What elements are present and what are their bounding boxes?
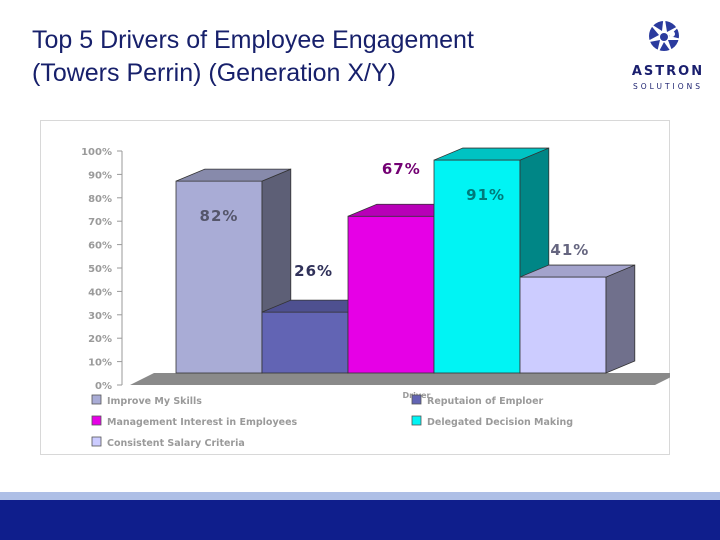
data-label: 82% [200,207,239,225]
chart-border [40,120,670,455]
legend-swatch [411,415,422,426]
y-tick-label: 0% [95,381,112,392]
bar-front [433,159,521,374]
legend-swatch [411,394,422,405]
chart-area: 0% 10% 20% 30% 40% 50% 60% 70% 80% 90% 100% 82% 26% 6… [40,120,679,455]
legend-swatch [91,394,102,405]
bar-chart: 0% 10% 20% 30% 40% 50% 60% 70% 80% 90% 100% 82% 26% 6… [40,120,679,455]
y-tick-label: 20% [88,334,112,345]
legend-label: Consistent Salary Criteria [107,438,245,449]
bar-top [175,168,291,182]
y-tick-label: 60% [88,241,112,252]
bar-front [519,276,607,374]
legend-label: Delegated Decision Making [427,417,573,428]
star-burst-icon [644,13,686,57]
bar-top [433,147,549,161]
legend-label: Reputaion of Emploer [427,396,544,407]
y-tick-label: 80% [88,194,112,205]
legend-swatch [91,415,102,426]
legend-label: Management Interest in Employees [107,417,298,428]
slide-title-line-2: (Towers Perrin) (Generation X/Y) [32,59,397,87]
logo-subtitle: SOLUTIONS [632,82,704,91]
y-tick-label: 90% [88,170,112,181]
bar-front [175,180,263,374]
y-tick-label: 10% [88,358,112,369]
y-tick-label: 30% [88,311,112,322]
legend-swatch [91,436,102,447]
legend-label: Improve My Skills [107,396,202,407]
data-label: 67% [382,160,421,178]
astron-logo: ASTRON SOLUTIONS [626,10,710,100]
data-label: 26% [294,262,333,280]
footer-stripe-light [0,492,720,500]
bar-side [605,264,636,374]
y-tick-label: 70% [88,217,112,228]
logo-wordmark: ASTRON [631,64,705,79]
footer-stripe-dark [0,500,720,540]
data-label: 91% [466,186,505,204]
slide-title: Top 5 Drivers of Employee Engagement (To… [32,24,592,90]
y-tick-label: 100% [81,147,112,158]
footer-band [0,492,720,540]
y-tick-label: 50% [88,264,112,275]
chart-floor [130,373,679,385]
bar-front [261,311,349,374]
data-label: 41% [550,241,589,259]
bar-front [347,215,435,374]
y-tick-label: 40% [88,287,112,298]
bar-top [519,264,635,278]
slide-title-line-1: Top 5 Drivers of Employee Engagement [32,26,474,54]
